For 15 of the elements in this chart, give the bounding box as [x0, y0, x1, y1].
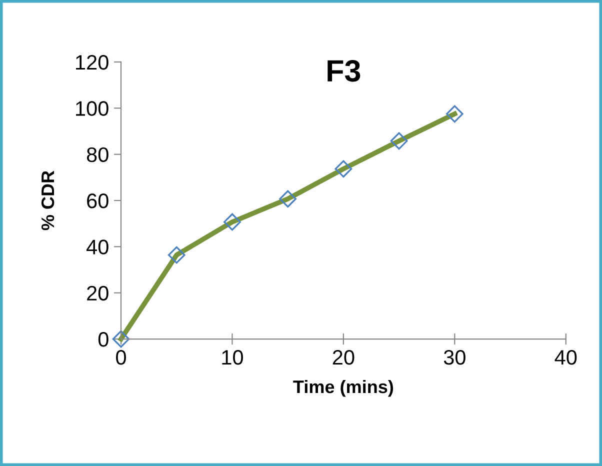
y-tick-label: 20: [87, 286, 108, 301]
x-tick-label: 40: [554, 350, 577, 365]
x-tick-label: 10: [222, 350, 243, 365]
y-tick-label: 40: [86, 240, 108, 254]
y-tick-label: 60: [87, 194, 108, 208]
x-tick-label: 30: [444, 350, 466, 365]
x-tick-label: 0: [116, 350, 126, 365]
x-tick-label: 20: [332, 350, 354, 365]
y-tick-label: 0: [98, 332, 108, 347]
y-tick-label: 120: [76, 54, 108, 70]
y-tick-label: 80: [86, 147, 108, 162]
chart-title: F3: [328, 60, 360, 82]
y-axis-title: % CDR: [41, 170, 54, 230]
x-axis-title: Time (mins): [293, 380, 394, 397]
y-tick-label: 100: [76, 101, 108, 116]
